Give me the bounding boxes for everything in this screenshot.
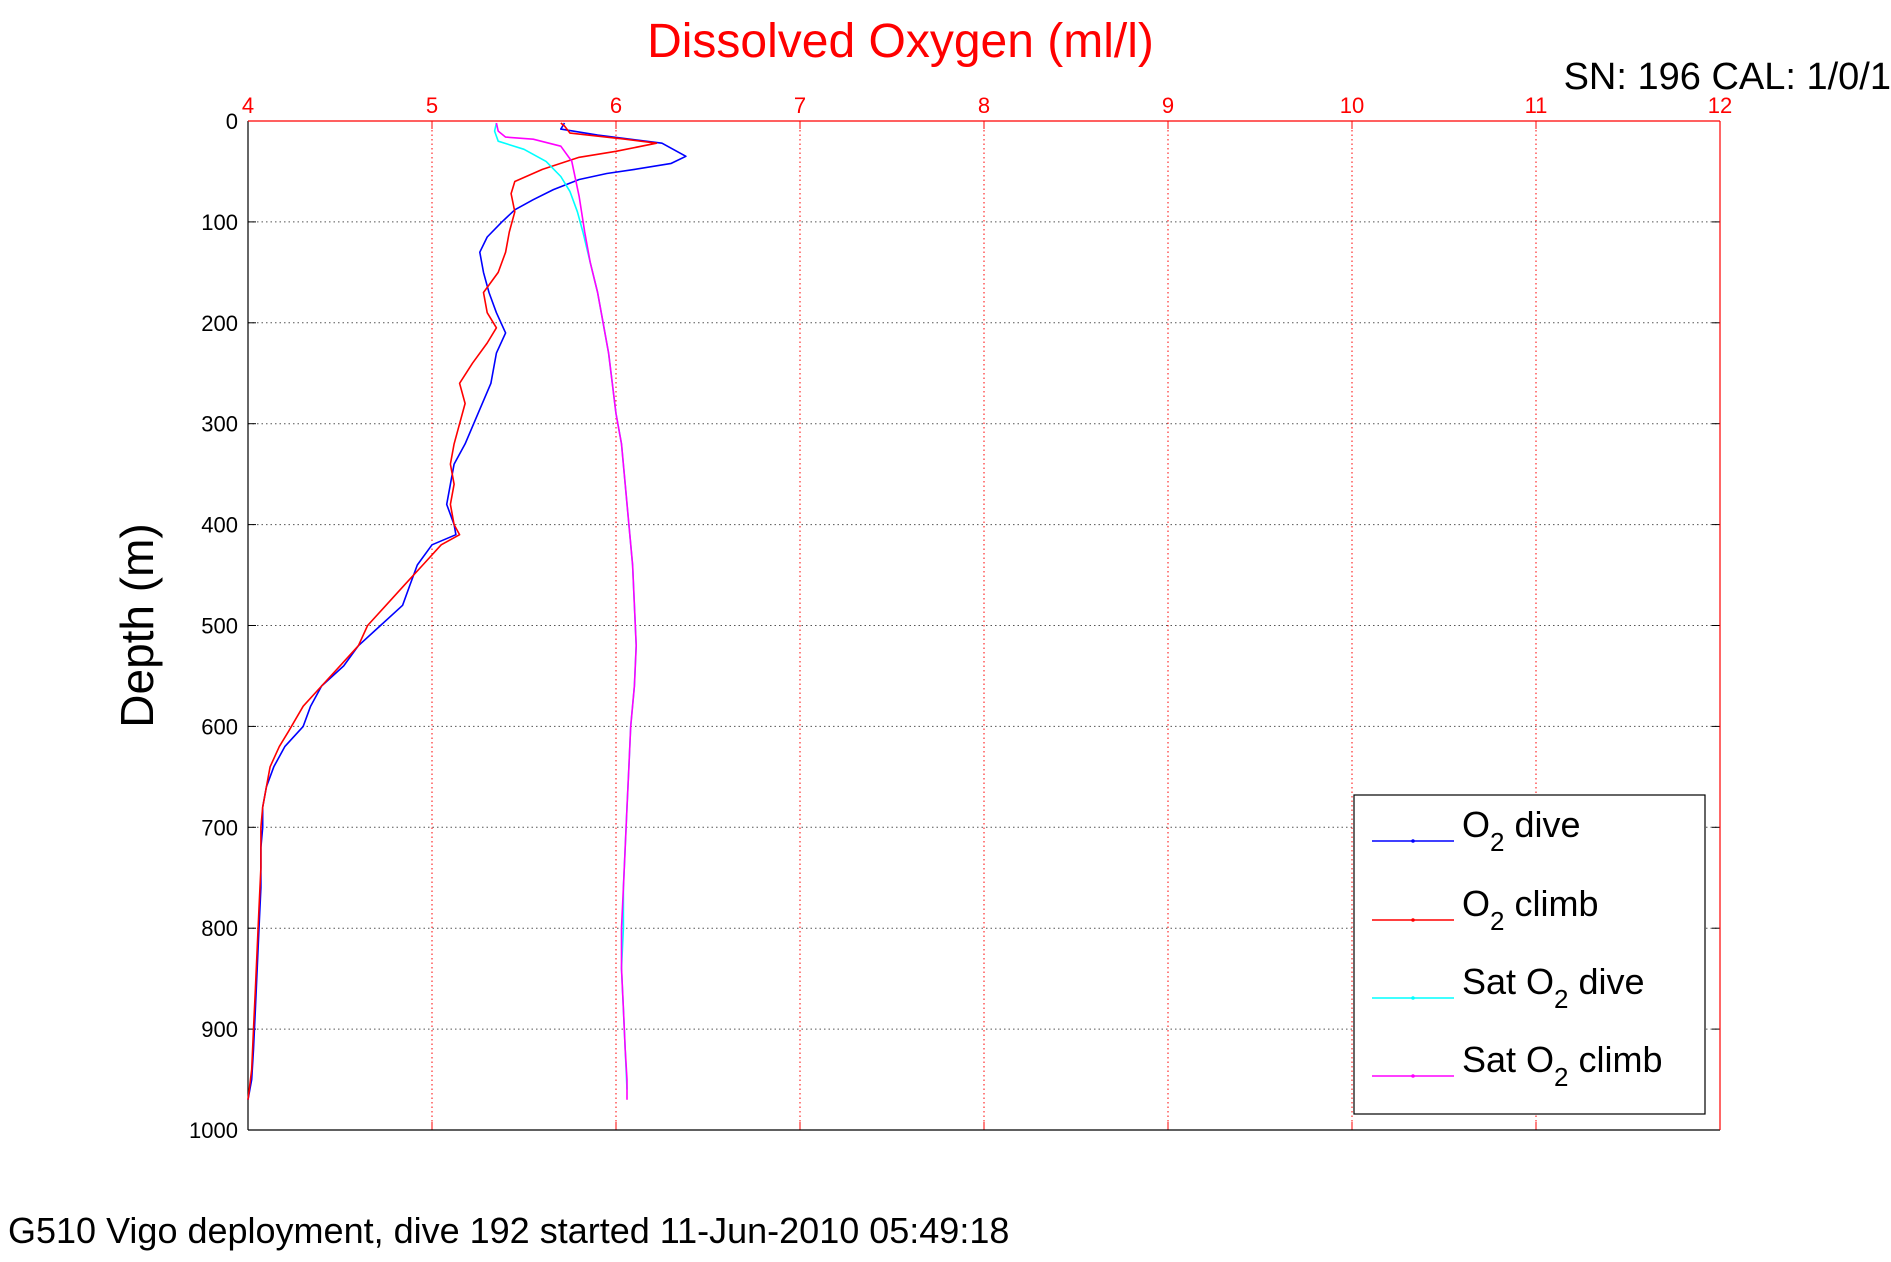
legend-marker-4: [1411, 1074, 1415, 1078]
x-tick-label: 11: [1525, 93, 1548, 118]
dive-caption: G510 Vigo deployment, dive 192 started 1…: [8, 1210, 1010, 1251]
legend-marker-2: [1411, 918, 1415, 922]
chart-title: Dissolved Oxygen (ml/l): [647, 15, 1154, 68]
x-tick-label: 7: [794, 93, 806, 118]
legend-label-4: Sat O2 climb: [1462, 1039, 1663, 1092]
x-tick-label: 8: [978, 93, 990, 118]
legend-box: [1353, 794, 1706, 1115]
legend-label-3: Sat O2 dive: [1462, 961, 1645, 1014]
x-tick-label: 6: [610, 93, 622, 118]
x-tick-label: 4: [242, 93, 254, 118]
series-line-1: [247, 122, 687, 1100]
y-axis-label: Depth (m): [111, 523, 163, 727]
serial-calibration-label: SN: 196 CAL: 1/0/1: [1563, 56, 1891, 98]
x-tick-label: 9: [1162, 93, 1174, 118]
y-tick-label: 0: [226, 109, 238, 134]
y-tick-label: 400: [201, 513, 238, 538]
legend-marker-3: [1411, 996, 1415, 1000]
legend-label-1: O2 dive: [1462, 804, 1581, 857]
legend-marker-1: [1411, 839, 1415, 843]
y-tick-label: 500: [201, 614, 238, 639]
x-tick-label: 10: [1340, 93, 1364, 118]
y-tick-label: 700: [201, 815, 238, 840]
series-line-2: [247, 122, 658, 1100]
y-tick-label: 600: [201, 714, 238, 739]
y-tick-label: 1000: [189, 1118, 238, 1143]
x-tick-label: 12: [1708, 93, 1732, 118]
y-tick-label: 100: [201, 210, 238, 235]
legend-label-2: O2 climb: [1462, 883, 1599, 936]
series-line-4: [495, 122, 637, 1100]
y-tick-label: 800: [201, 916, 238, 941]
y-tick-label: 900: [201, 1017, 238, 1042]
x-tick-label: 5: [426, 93, 438, 118]
y-tick-label: 200: [201, 311, 238, 336]
y-tick-label: 300: [201, 412, 238, 437]
